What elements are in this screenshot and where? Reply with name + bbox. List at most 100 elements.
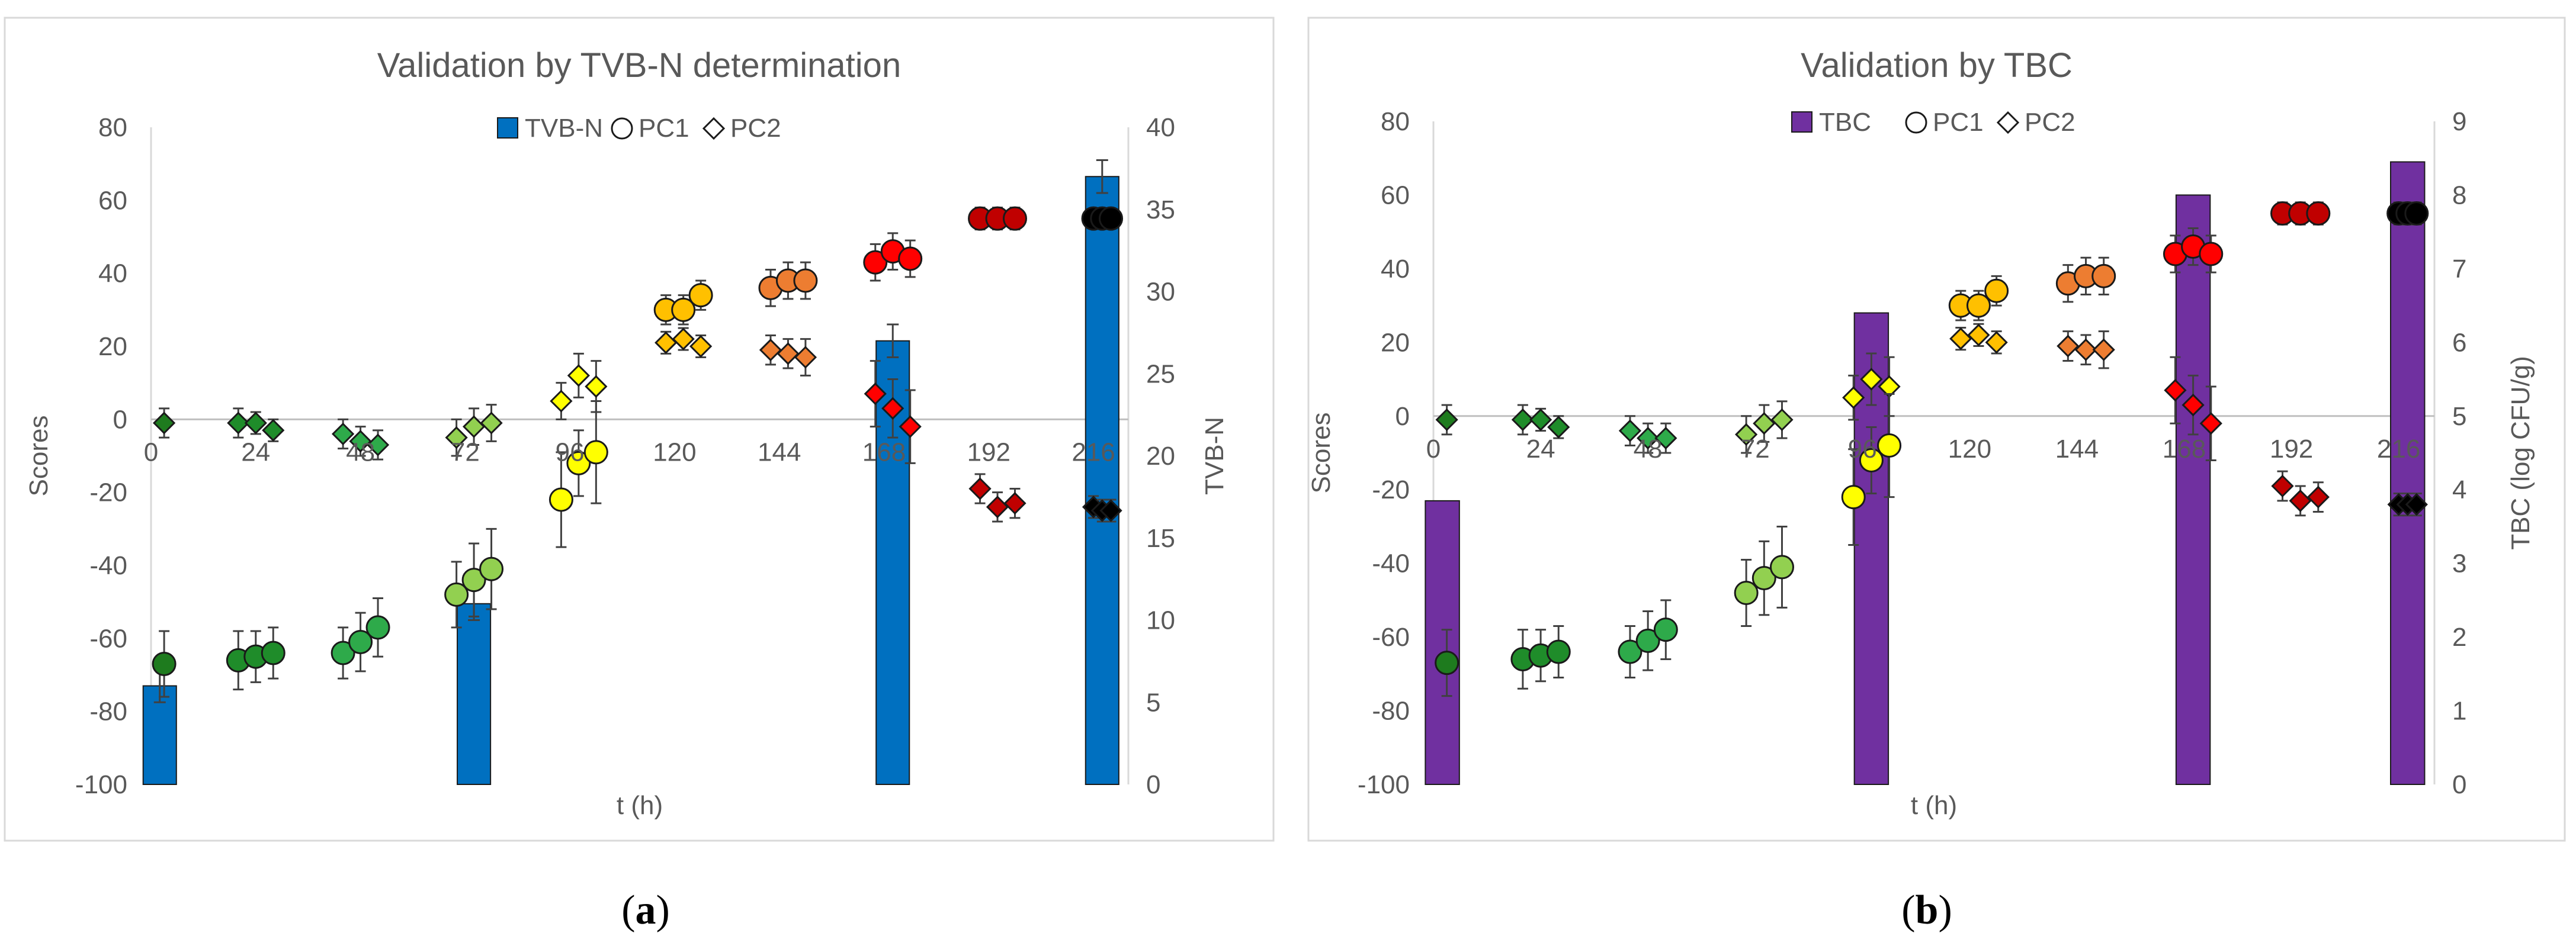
- legend-pc2-swatch: [702, 117, 726, 140]
- y-right-tick-label: 8: [2452, 181, 2466, 210]
- pc2-point: [366, 433, 390, 456]
- pc2-point: [794, 346, 817, 369]
- pc2-point: [899, 415, 922, 438]
- pc1-point: [566, 451, 591, 475]
- legend-pc1-swatch: [611, 117, 633, 140]
- y-right-tick-label: 20: [1146, 442, 1175, 471]
- x-tick-label: 192: [967, 437, 1010, 467]
- pc2-point: [1099, 499, 1122, 522]
- x-tick-label: 144: [758, 437, 801, 467]
- panel-a: 0 24 48 72 96 120 144 168 192 216 -100 -80 -60 -40 -20…: [4, 17, 1275, 933]
- pc2-point: [2164, 379, 2187, 402]
- bar: [1425, 500, 1460, 786]
- pc2-point: [2271, 474, 2294, 498]
- y-left-tick-label: -20: [1372, 475, 1410, 504]
- legend-label: TVB-N: [525, 114, 603, 143]
- legend-label: PC1: [639, 114, 689, 143]
- pc2-point: [2057, 334, 2080, 358]
- pc2-point: [1860, 368, 1883, 391]
- pc2-point: [585, 375, 608, 398]
- y-right-tick-label: 5: [2452, 402, 2466, 431]
- y-left-axis-title: Scores: [24, 416, 53, 497]
- pc1-point: [1635, 628, 1660, 653]
- pc2-point: [1967, 323, 1990, 347]
- legend-label: TBC: [1819, 108, 1871, 137]
- pc1-point: [2091, 263, 2116, 288]
- y-right-axis-title: TBC (log CFU/g): [2506, 356, 2535, 550]
- y-left-tick-label: -80: [1372, 697, 1410, 726]
- y-right-tick-label: 3: [2452, 549, 2466, 578]
- pc1-point: [152, 652, 177, 676]
- y-left-tick-label: 40: [1381, 255, 1410, 284]
- pc1-point: [898, 246, 923, 271]
- pc1-point: [793, 268, 818, 293]
- y-right-tick-label: 0: [2452, 770, 2466, 799]
- pc2-point: [2199, 412, 2222, 435]
- y-left-tick-label: 80: [98, 113, 127, 142]
- x-tick-label: 144: [2055, 435, 2099, 464]
- x-tick-label: 0: [144, 437, 158, 467]
- pc2-point: [2092, 338, 2115, 361]
- y-right-axis-title: TVB-N: [1200, 417, 1229, 495]
- y-left-tick-label: 60: [98, 186, 127, 215]
- y-right-tick-label: 5: [1146, 688, 1160, 717]
- pc2-point: [1770, 408, 1794, 432]
- pc1-point: [863, 250, 888, 275]
- pc2-point: [689, 334, 713, 358]
- y-left-tick-label: 20: [98, 332, 127, 361]
- pc2-point: [864, 382, 887, 406]
- y-right-tick-label: 1: [2452, 697, 2466, 726]
- pc1-point: [1966, 293, 1991, 318]
- pc1-point: [348, 630, 373, 654]
- x-tick-label: 48: [346, 437, 375, 467]
- y-left-tick-label: 0: [1396, 402, 1410, 431]
- pc1-point: [1769, 555, 1794, 580]
- pc1-point: [461, 568, 486, 593]
- pc1-point: [1653, 617, 1678, 642]
- chart-title: Validation by TVB-N determination: [377, 46, 901, 85]
- pc2-point: [2074, 338, 2097, 361]
- pc2-point: [1511, 408, 1535, 432]
- bar: [1085, 176, 1119, 785]
- y-left-tick-label: 60: [1381, 181, 1410, 210]
- x-tick-label: 24: [1526, 435, 1555, 464]
- pc1-point: [261, 641, 285, 665]
- y-left-tick-label: -80: [89, 697, 127, 726]
- bar: [2175, 194, 2211, 785]
- pc1-point: [1841, 485, 1866, 510]
- panel-caption: (b): [1901, 887, 1952, 933]
- pc2-point: [567, 364, 590, 387]
- x-tick-label: 168: [862, 437, 906, 467]
- pc2-point: [1003, 492, 1026, 515]
- pc1-point: [1734, 580, 1759, 605]
- pc1-point: [1751, 566, 1776, 591]
- legend-bar-swatch: [497, 117, 518, 139]
- y-left-tick-label: -100: [1358, 770, 1410, 799]
- y-right-tick-label: 7: [2452, 255, 2466, 284]
- pc2-point: [550, 390, 573, 413]
- x-tick-label: 120: [1948, 435, 1991, 464]
- y-right-tick-label: 4: [2452, 475, 2466, 504]
- y-left-tick-label: 20: [1381, 328, 1410, 357]
- y-left-tick-label: 40: [98, 259, 127, 288]
- x-tick-label: 24: [241, 437, 270, 467]
- pc1-point: [1618, 639, 1643, 664]
- pc1-point: [1099, 206, 1124, 231]
- pc1-point: [583, 440, 608, 465]
- pc2-point: [2306, 485, 2330, 509]
- pc2-point: [1949, 327, 1972, 350]
- pc2-point: [244, 411, 267, 435]
- y-right-tick-label: 35: [1146, 195, 1175, 224]
- pc1-point: [479, 556, 504, 581]
- x-axis-title: t (h): [617, 791, 663, 820]
- pc2-point: [331, 422, 355, 446]
- pc2-point: [152, 411, 176, 435]
- panel-caption-letter: b: [1916, 887, 1939, 933]
- pc2-point: [1985, 331, 2008, 354]
- y-left-axis-title: Scores: [1307, 413, 1336, 494]
- y-right-tick-label: 0: [1146, 770, 1160, 799]
- legend-label: PC2: [2025, 108, 2075, 137]
- legend: TBC PC1 PC2: [1791, 108, 2075, 137]
- pc2-point: [672, 327, 695, 350]
